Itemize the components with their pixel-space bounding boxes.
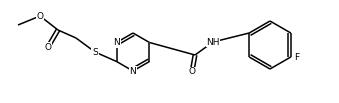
Text: O: O (188, 67, 196, 77)
Text: NH: NH (206, 37, 220, 46)
Text: O: O (37, 12, 43, 20)
Text: F: F (294, 53, 299, 61)
Text: O: O (44, 43, 52, 52)
Text: N: N (129, 67, 136, 75)
Text: N: N (113, 38, 120, 47)
Text: S: S (92, 47, 98, 57)
